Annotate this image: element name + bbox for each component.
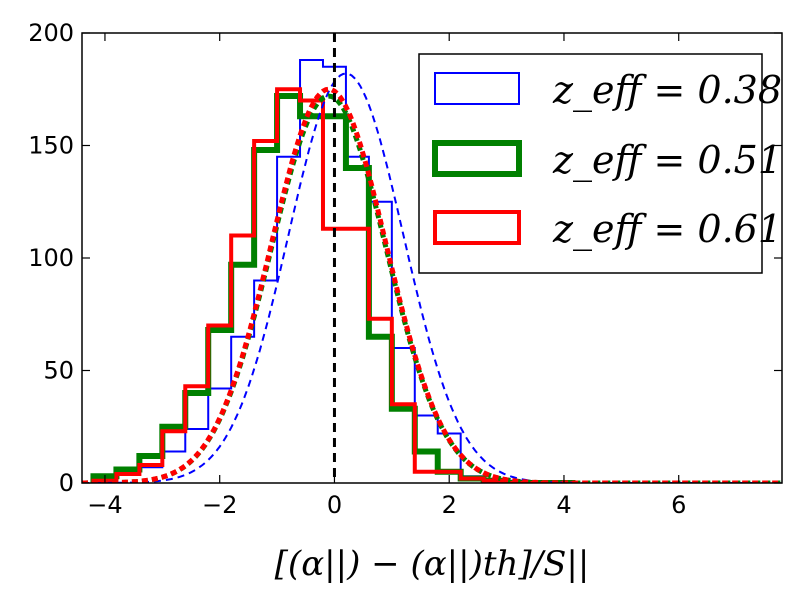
y-tick-label-4: 200 xyxy=(28,19,74,47)
x-tick-label-5: 6 xyxy=(671,491,686,519)
x-tick-label-4: 4 xyxy=(556,491,571,519)
gaussian-fit-0 xyxy=(82,72,782,483)
y-tick-label-2: 100 xyxy=(28,244,74,272)
y-tick-label-1: 50 xyxy=(43,357,74,385)
y-tick-label-3: 150 xyxy=(28,132,74,160)
legend-swatch-1 xyxy=(432,140,522,177)
x-tick-label-2: 0 xyxy=(327,491,342,519)
legend-label-1: z_eff = 0.51 xyxy=(552,138,782,183)
x-tick-label-0: −4 xyxy=(87,491,122,519)
x-axis-label: [(α||) − (α||)th]/S|| xyxy=(275,544,590,584)
x-tick-label-1: −2 xyxy=(202,491,237,519)
histogram-series-2 xyxy=(91,87,576,483)
legend-label-0: z_eff = 0.38 xyxy=(552,68,782,113)
plot-frame xyxy=(81,32,783,484)
gaussian-fit-2 xyxy=(82,86,782,483)
x-tick-label-3: 2 xyxy=(442,491,457,519)
y-tick-label-0: 0 xyxy=(59,469,74,497)
legend-swatch-0 xyxy=(434,72,520,105)
legend: z_eff = 0.38 z_eff = 0.51 z_eff = 0.61 xyxy=(418,53,782,274)
legend-label-2: z_eff = 0.61 xyxy=(552,207,782,252)
legend-swatch-2 xyxy=(433,210,521,245)
legend-box xyxy=(418,53,763,274)
